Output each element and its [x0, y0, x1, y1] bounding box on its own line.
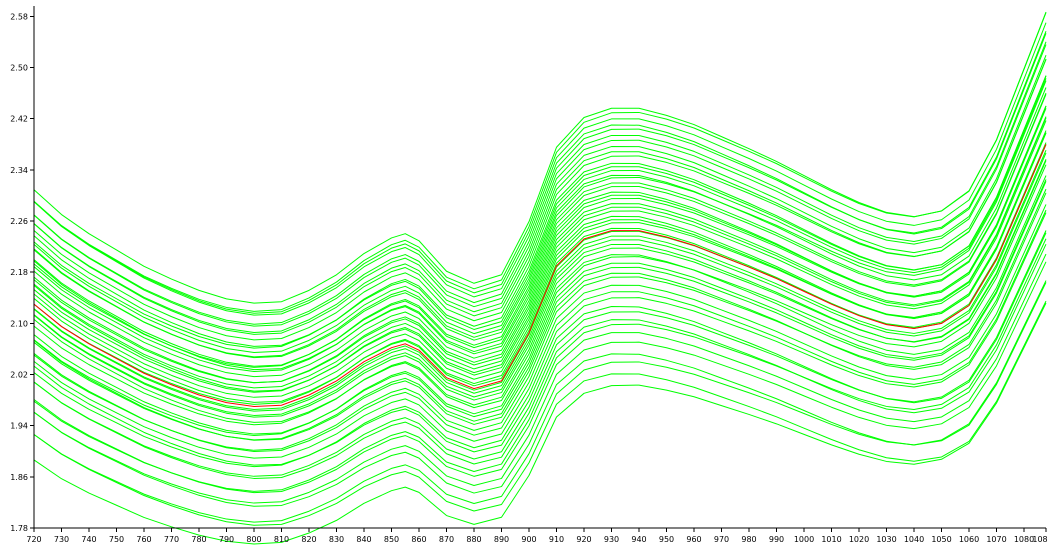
y-tick-label: 2.26	[10, 217, 28, 226]
x-tick-label: 1070	[986, 535, 1006, 544]
spectrum-line	[33, 175, 1047, 423]
spectrum-line	[33, 116, 1047, 384]
x-tick-label: 820	[301, 535, 316, 544]
y-tick-label: 2.34	[10, 166, 28, 175]
spectrum-line	[33, 149, 1047, 412]
spectrum-line	[33, 58, 1047, 349]
spectrum-line	[33, 92, 1047, 367]
highlighted-spectrum-line	[33, 144, 1047, 407]
x-tick-label: 1020	[849, 535, 869, 544]
spectrum-line	[33, 212, 1047, 468]
spectrum-line	[33, 132, 1047, 392]
spectrum-line	[33, 232, 1047, 466]
spectrum-line	[33, 253, 1047, 494]
spectrum-line	[33, 120, 1047, 393]
x-tick-label: 740	[81, 535, 96, 544]
spectrum-line	[33, 117, 1047, 389]
x-tick-label: 830	[329, 535, 344, 544]
spectrum-line	[33, 108, 1047, 371]
x-tick-label: 720	[26, 535, 41, 544]
highlight-series	[33, 144, 1047, 407]
x-tick-label: 730	[54, 535, 69, 544]
x-tick-label: 1080	[1014, 535, 1034, 544]
x-tick-label: 940	[631, 535, 646, 544]
y-tick-label: 2.02	[10, 371, 28, 380]
x-tick-label: 780	[191, 535, 206, 544]
x-tick-label: 800	[246, 535, 261, 544]
y-axis-ticks: 1.78 1.86 1.94 2.02 2.10 2.18 2.26 2.34 2.42 2.50…	[10, 12, 34, 533]
spectrum-line	[33, 22, 1047, 314]
spectrum-line	[33, 238, 1047, 492]
x-tick-label: 1000	[794, 535, 814, 544]
spectrum-line	[33, 179, 1047, 435]
y-tick-label: 1.86	[10, 473, 28, 482]
x-tick-label: 990	[769, 535, 784, 544]
spectrum-line	[33, 282, 1047, 507]
spectrum-line	[33, 152, 1047, 416]
x-tick-label: 1030	[876, 535, 896, 544]
x-tick-label: 790	[219, 535, 234, 544]
spectrum-line	[33, 181, 1047, 441]
x-tick-label: 1010	[821, 535, 841, 544]
spectrum-line	[33, 209, 1047, 459]
x-tick-label: 850	[384, 535, 399, 544]
spectrum-line	[33, 78, 1047, 358]
y-tick-label: 2.50	[10, 64, 28, 73]
spectrum-line	[33, 160, 1047, 418]
spectrum-line	[33, 75, 1047, 347]
spectrum-line	[33, 204, 1047, 453]
x-tick-label: 750	[109, 535, 124, 544]
spectrum-line	[33, 302, 1047, 545]
spectrum-line	[33, 243, 1047, 479]
spectrum-line	[33, 11, 1047, 312]
x-tick-label: 890	[494, 535, 509, 544]
x-tick-label: 880	[466, 535, 481, 544]
y-tick-label: 2.58	[10, 12, 28, 21]
x-tick-label: 910	[549, 535, 564, 544]
spectrum-line	[33, 94, 1047, 373]
x-tick-label: 950	[659, 535, 674, 544]
x-tick-label: 870	[439, 535, 454, 544]
y-tick-label: 1.78	[10, 524, 28, 533]
spectrum-line	[33, 33, 1047, 316]
spectrum-line	[33, 261, 1047, 504]
x-tick-label: 900	[521, 535, 536, 544]
x-tick-label: 980	[741, 535, 756, 544]
x-tick-label: 770	[164, 535, 179, 544]
series-lines	[33, 11, 1047, 545]
spectrum-line	[33, 164, 1047, 436]
spectrum-line	[33, 300, 1047, 526]
spectrum-line	[33, 75, 1047, 354]
spectrum-line	[33, 54, 1047, 335]
spectrum-line	[33, 80, 1047, 368]
x-tick-label: 1060	[959, 535, 979, 544]
spectrum-line	[33, 132, 1047, 398]
x-tick-label: 960	[686, 535, 701, 544]
y-tick-label: 2.10	[10, 319, 28, 328]
spectrum-line	[33, 41, 1047, 327]
y-tick-label: 2.42	[10, 115, 28, 124]
x-axis-ticks: 720 730 740 750 760 770 780 790 800 810 820 830 840 8…	[26, 528, 1048, 544]
y-tick-label: 1.94	[10, 422, 28, 431]
spectrum-line	[33, 280, 1047, 523]
spectrum-line	[33, 188, 1047, 451]
x-tick-label: 840	[356, 535, 371, 544]
x-tick-label: 760	[136, 535, 151, 544]
y-tick-label: 2.18	[10, 268, 28, 277]
x-tick-label: 920	[576, 535, 591, 544]
spectrum-line	[33, 12, 1047, 304]
x-tick-label: 930	[604, 535, 619, 544]
x-tick-label: 860	[411, 535, 426, 544]
x-tick-label: 108	[1032, 535, 1047, 544]
x-tick-label: 1050	[931, 535, 951, 544]
x-tick-label: 810	[274, 535, 289, 544]
spectrum-line	[33, 59, 1047, 341]
x-tick-label: 1040	[904, 535, 924, 544]
x-tick-label: 970	[714, 535, 729, 544]
spectrum-line	[33, 44, 1047, 333]
